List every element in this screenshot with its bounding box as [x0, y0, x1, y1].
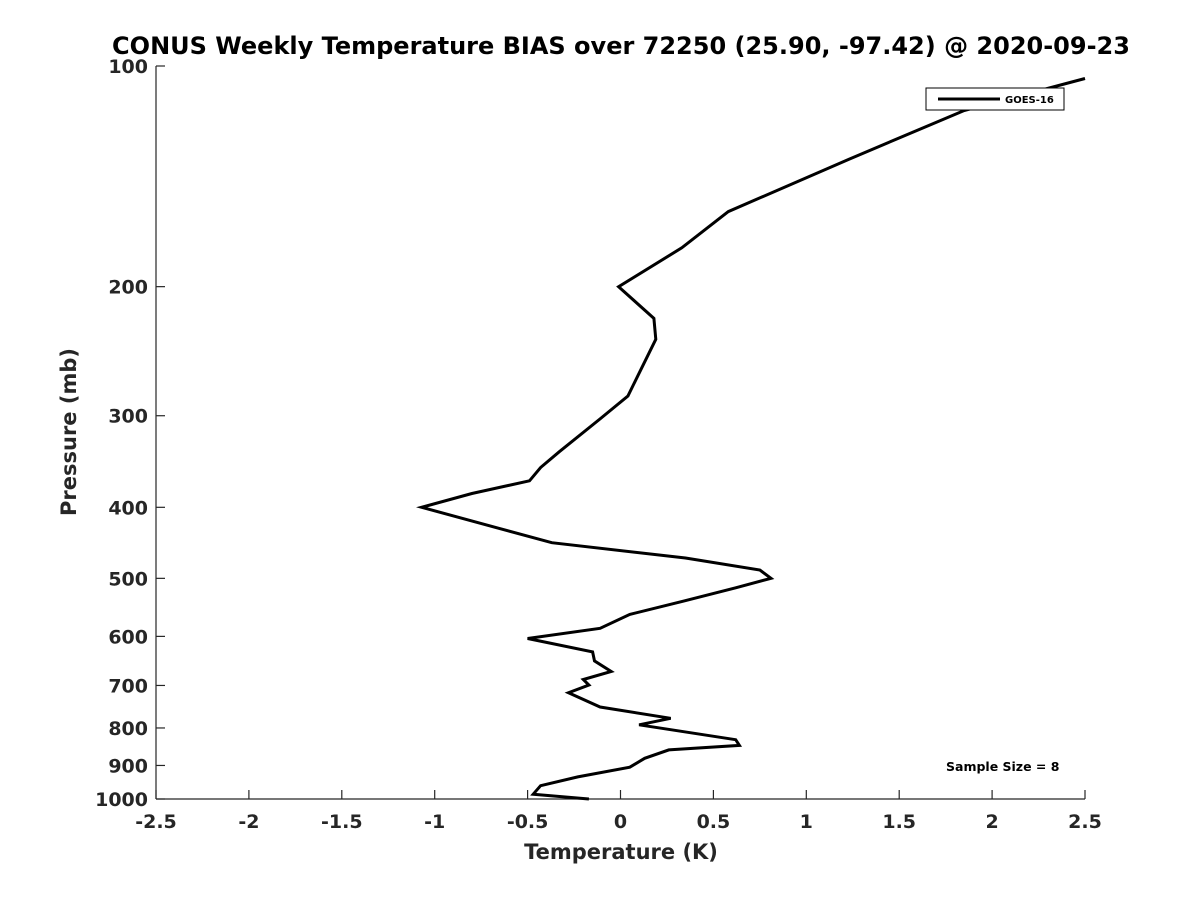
legend: GOES-16 — [925, 87, 1065, 111]
series-line-goes-16 — [416, 77, 1086, 801]
y-tick-label: 200 — [108, 277, 148, 299]
y-tick-label: 900 — [108, 755, 148, 777]
series-group — [416, 77, 1086, 801]
y-tick-label: 400 — [108, 497, 148, 519]
y-ticks: 100 200 300 400 500 600 700 800 900 1000 — [95, 56, 165, 811]
sample-size-annotation: Sample Size = 8 — [946, 759, 1059, 774]
x-tick-label: 2.5 — [1068, 811, 1102, 833]
x-axis-label: Temperature (K) — [524, 840, 718, 864]
x-tick-label: -1 — [424, 811, 445, 833]
x-tick-label: 1 — [800, 811, 813, 833]
x-tick-label: -1.5 — [321, 811, 363, 833]
x-tick-label: -0.5 — [507, 811, 549, 833]
x-ticks: -2.5 -2 -1.5 -1 -0.5 0 0.5 1 1.5 2 2.5 — [135, 790, 1102, 833]
y-tick-label: 300 — [108, 406, 148, 428]
x-tick-label: 0.5 — [697, 811, 731, 833]
x-tick-label: 1.5 — [882, 811, 916, 833]
chart-title: CONUS Weekly Temperature BIAS over 72250… — [112, 32, 1130, 60]
legend-label-goes-16: GOES-16 — [1005, 95, 1054, 106]
plot-area: -2.5 -2 -1.5 -1 -0.5 0 0.5 1 1.5 2 2.5 100 200 300 40… — [95, 56, 1102, 833]
x-tick-label: 2 — [985, 811, 998, 833]
y-tick-label: 600 — [108, 626, 148, 648]
x-tick-label: -2 — [238, 811, 259, 833]
y-tick-label: 1000 — [95, 789, 148, 811]
y-tick-label: 700 — [108, 675, 148, 697]
y-tick-label: 800 — [108, 718, 148, 740]
y-tick-label: 500 — [108, 568, 148, 590]
y-axis-label: Pressure (mb) — [57, 348, 81, 516]
x-tick-label: 0 — [614, 811, 627, 833]
y-tick-label: 100 — [108, 56, 148, 78]
x-tick-label: -2.5 — [135, 811, 177, 833]
